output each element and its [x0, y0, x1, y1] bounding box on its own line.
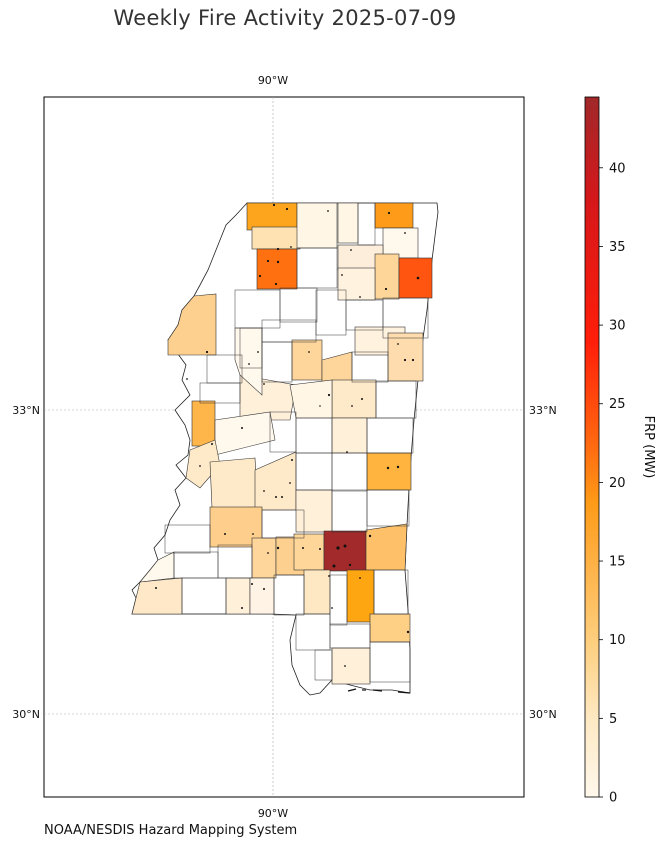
colorbar-tick-label: 20 [609, 476, 626, 491]
county-west-south[interactable] [139, 551, 175, 583]
county-ne-a[interactable] [382, 227, 419, 259]
county-borders [164, 202, 429, 683]
colorbar-tick-label: 10 [609, 633, 626, 648]
county-center-1[interactable] [291, 339, 323, 381]
fire-detections [155, 203, 420, 667]
county-west-a[interactable] [185, 439, 221, 489]
county-west-b[interactable] [209, 457, 259, 511]
lon-label-top: 90°W [258, 74, 288, 87]
lon-label-bottom: 90°W [258, 807, 288, 820]
map-title: Weekly Fire Activity 2025-07-09 [113, 6, 457, 30]
county-north-3[interactable] [337, 202, 359, 244]
county-ne-c[interactable] [374, 253, 400, 300]
lat-label-30-left: 30°N [12, 708, 40, 721]
county-south-6[interactable] [249, 577, 275, 615]
county-center-3[interactable] [331, 379, 377, 419]
county-layer [131, 202, 433, 685]
colorbar-tick-label: 30 [609, 319, 626, 334]
county-ne-d[interactable] [337, 267, 376, 301]
colorbar-tick-label: 15 [609, 555, 626, 570]
county-northeast[interactable] [398, 257, 433, 299]
colorbar-tick-label: 25 [609, 397, 626, 412]
county-mid-2[interactable] [289, 379, 333, 419]
colorbar-label: FRP (MW) [641, 416, 656, 479]
county-south-east[interactable] [323, 530, 367, 572]
county-south-5[interactable] [225, 577, 251, 615]
colorbar-tick-label: 35 [609, 240, 626, 255]
lat-label-33-right: 33°N [529, 404, 557, 417]
county-north-center[interactable] [246, 202, 298, 231]
county-north-1[interactable] [251, 226, 301, 250]
county-south-east-2[interactable] [365, 523, 408, 571]
county-southwest[interactable] [131, 577, 183, 615]
county-center-4[interactable] [331, 417, 368, 454]
source-credit: NOAA/NESDIS Hazard Mapping System [44, 823, 298, 838]
county-south-3[interactable] [293, 533, 325, 571]
county-east-mid[interactable] [366, 452, 412, 491]
county-south-4[interactable] [303, 569, 331, 615]
colorbar: 0 5 10 15 20 25 30 35 40 FRP (MW) [584, 96, 656, 806]
county-east-1[interactable] [387, 332, 424, 382]
county-delta-west[interactable] [167, 293, 217, 356]
colorbar-gradient [584, 96, 600, 798]
lat-label-30-right: 30°N [529, 708, 557, 721]
county-marshall[interactable] [256, 248, 298, 290]
colorbar-ticks: 0 5 10 15 20 25 30 35 40 [599, 161, 626, 806]
colorbar-tick-label: 0 [609, 791, 617, 806]
lat-label-33-left: 33°N [12, 404, 40, 417]
county-center-6[interactable] [295, 489, 333, 533]
county-south-1[interactable] [251, 537, 277, 579]
barrier-islands [347, 688, 411, 694]
county-north-2[interactable] [296, 202, 338, 249]
county-delta-2[interactable] [191, 400, 216, 447]
county-coast-east[interactable] [369, 613, 411, 643]
colorbar-tick-label: 40 [609, 161, 626, 176]
county-coast-center[interactable] [331, 647, 371, 685]
county-tishomingo[interactable] [374, 202, 414, 229]
colorbar-tick-label: 5 [609, 712, 617, 727]
